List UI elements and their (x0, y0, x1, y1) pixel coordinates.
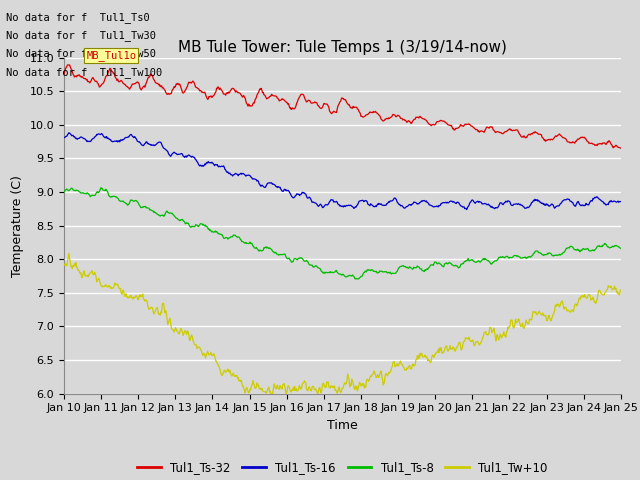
Y-axis label: Temperature (C): Temperature (C) (11, 175, 24, 276)
Legend: Tul1_Ts-32, Tul1_Ts-16, Tul1_Ts-8, Tul1_Tw+10: Tul1_Ts-32, Tul1_Ts-16, Tul1_Ts-8, Tul1_… (132, 456, 552, 479)
X-axis label: Time: Time (327, 419, 358, 432)
Text: No data for f  Tul1_Tw100: No data for f Tul1_Tw100 (6, 67, 163, 78)
Text: No data for f  Tul1_Tw30: No data for f Tul1_Tw30 (6, 30, 156, 41)
Text: No data for f  Tul1_Tw50: No data for f Tul1_Tw50 (6, 48, 156, 60)
Text: MB_Tul1o: MB_Tul1o (86, 50, 136, 61)
Text: No data for f  Tul1_Ts0: No data for f Tul1_Ts0 (6, 12, 150, 23)
Title: MB Tule Tower: Tule Temps 1 (3/19/14-now): MB Tule Tower: Tule Temps 1 (3/19/14-now… (178, 40, 507, 55)
